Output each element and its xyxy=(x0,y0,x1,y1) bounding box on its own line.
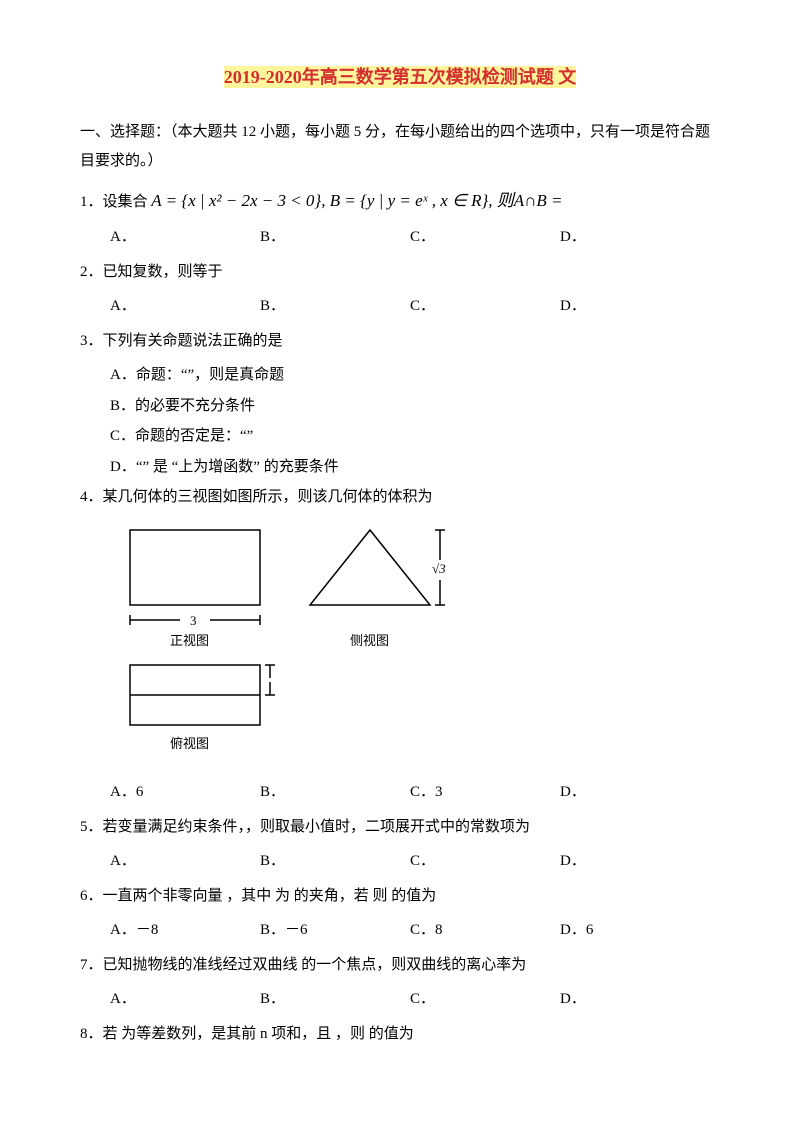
q4-opt-c: C．3 xyxy=(410,778,560,807)
q2-opt-d: D． xyxy=(560,292,710,321)
top-label: 俯视图 xyxy=(170,736,209,751)
three-view-svg: 3 正视图 √3 侧视图 俯视图 xyxy=(110,520,460,760)
q7-opt-d: D． xyxy=(560,985,710,1014)
q4-opt-a: A．6 xyxy=(110,778,260,807)
q6-options: A．－8 B．－6 C．8 D．6 xyxy=(80,916,720,945)
height-label: √3 xyxy=(432,561,446,576)
q6-opt-c: C．8 xyxy=(410,916,560,945)
q2-options: A． B． C． D． xyxy=(80,292,720,321)
q2-opt-b: B． xyxy=(260,292,410,321)
q3-opt-b: B．的必要不充分条件 xyxy=(80,392,720,421)
page-title: 2019-2020年高三数学第五次模拟检测试题 文 xyxy=(80,60,720,94)
title-rest: 年高三数学第五次模拟检测试题 文 xyxy=(302,66,577,88)
q7-options: A． B． C． D． xyxy=(80,985,720,1014)
front-label: 正视图 xyxy=(170,633,209,648)
question-6: 6．一直两个非零向量 ，其中 为 的夹角，若 则 的值为 xyxy=(80,882,720,911)
q1-opt-b: B． xyxy=(260,223,410,252)
three-view-figure: 3 正视图 √3 侧视图 俯视图 xyxy=(80,520,720,771)
title-year: 2019-2020 xyxy=(224,66,302,88)
question-1: 1．设集合 A = {x | x² − 2x − 3 < 0}, B = {y … xyxy=(80,185,720,217)
question-3: 3．下列有关命题说法正确的是 xyxy=(80,327,720,356)
q1-options: A． B． C． D． xyxy=(80,223,720,252)
q3-opt-a: A．命题：“”，则是真命题 xyxy=(80,361,720,390)
question-7: 7．已知抛物线的准线经过双曲线 的一个焦点，则双曲线的离心率为 xyxy=(80,951,720,980)
q7-opt-c: C． xyxy=(410,985,560,1014)
q4-options: A．6 B． C．3 D． xyxy=(80,778,720,807)
q1-opt-d: D． xyxy=(560,223,710,252)
q5-opt-b: B． xyxy=(260,847,410,876)
q6-opt-b: B．－6 xyxy=(260,916,410,945)
q6-opt-a: A．－8 xyxy=(110,916,260,945)
question-4: 4．某几何体的三视图如图所示，则该几何体的体积为 xyxy=(80,483,720,512)
question-2: 2．已知复数，则等于 xyxy=(80,258,720,287)
q1-opt-a: A． xyxy=(110,223,260,252)
q2-opt-c: C． xyxy=(410,292,560,321)
q1-prefix: 1．设集合 xyxy=(80,194,151,210)
q6-opt-d: D．6 xyxy=(560,916,710,945)
width-label: 3 xyxy=(190,613,197,628)
q5-options: A． B． C． D． xyxy=(80,847,720,876)
side-label: 侧视图 xyxy=(350,633,389,648)
q2-opt-a: A． xyxy=(110,292,260,321)
q3-opt-d: D．“” 是 “上为增函数” 的充要条件 xyxy=(80,453,720,482)
q7-opt-b: B． xyxy=(260,985,410,1014)
q1-math: A = {x | x² − 2x − 3 < 0}, B = {y | y = … xyxy=(151,191,562,210)
q4-opt-d: D． xyxy=(560,778,710,807)
exam-page: 2019-2020年高三数学第五次模拟检测试题 文 一、选择题：（本大题共 12… xyxy=(0,0,800,1094)
q5-opt-a: A． xyxy=(110,847,260,876)
question-8: 8．若 为等差数列，是其前 n 项和，且 ，则 的值为 xyxy=(80,1020,720,1049)
q5-opt-d: D． xyxy=(560,847,710,876)
q3-opt-c: C．命题的否定是：“” xyxy=(80,422,720,451)
question-5: 5．若变量满足约束条件，，则取最小值时，二项展开式中的常数项为 xyxy=(80,813,720,842)
q1-opt-c: C． xyxy=(410,223,560,252)
q4-opt-b: B． xyxy=(260,778,410,807)
q7-opt-a: A． xyxy=(110,985,260,1014)
q5-opt-c: C． xyxy=(410,847,560,876)
section-intro: 一、选择题：（本大题共 12 小题，每小题 5 分，在每小题给出的四个选项中，只… xyxy=(80,118,720,175)
